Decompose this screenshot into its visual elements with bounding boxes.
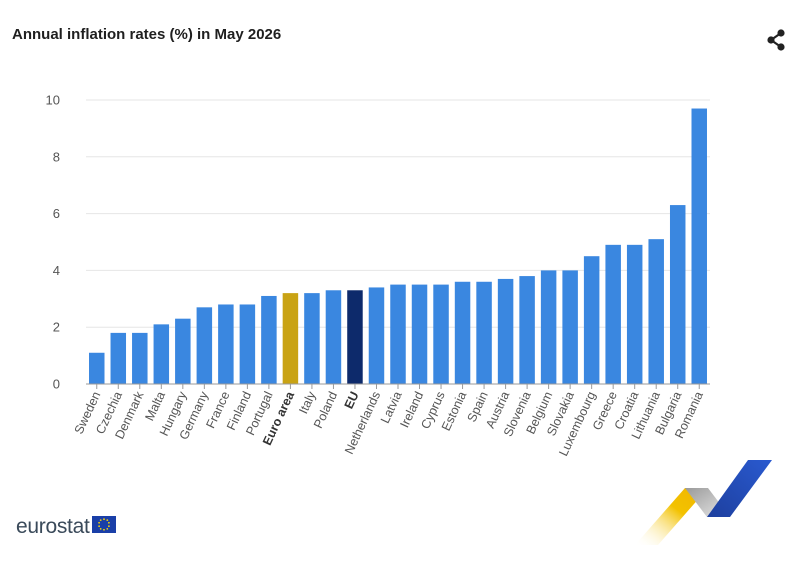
bar-croatia[interactable] [626,244,643,384]
x-tick-label-italy: Italy [296,389,319,416]
bar-euro-area[interactable] [282,293,299,384]
bar-france[interactable] [218,304,234,384]
y-tick-label: 2 [53,320,60,335]
y-tick-label: 6 [53,206,60,221]
share-icon[interactable] [763,27,789,53]
y-tick-label: 0 [53,377,60,392]
x-axis: SwedenCzechiaDenmarkMaltaHungaryGermanyF… [72,383,710,458]
bar-italy[interactable] [304,293,320,384]
bar-sweden[interactable] [89,352,105,384]
bar-greece[interactable] [605,244,621,384]
y-axis: 0 2 4 6 8 10 [46,93,60,392]
bar-finland[interactable] [239,304,256,384]
x-tick-label-eu: EU [342,389,362,411]
bar-lithuania[interactable] [648,239,664,384]
y-tick-label: 8 [53,149,60,164]
bar-luxembourg[interactable] [583,256,600,384]
bar-poland[interactable] [325,290,342,384]
bar-germany[interactable] [196,307,213,384]
logo-text: eurostat [16,515,90,538]
bar-romania[interactable] [691,108,707,385]
bar-hungary[interactable] [175,318,191,384]
bar-portugal[interactable] [261,295,277,384]
bar-ireland[interactable] [411,284,428,384]
bar-malta[interactable] [153,324,170,384]
bar-belgium[interactable] [540,270,557,384]
y-tick-label: 4 [53,263,60,278]
bar-slovakia[interactable] [562,270,578,384]
bar-austria[interactable] [497,278,514,384]
bar-eu[interactable] [347,290,363,384]
decorative-ribbon-graphic [630,455,780,555]
eurostat-logo: eurostat [16,515,117,539]
bar-slovenia[interactable] [519,276,535,384]
bar-denmark[interactable] [132,332,148,384]
bar-estonia[interactable] [454,281,471,384]
eu-flag-icon [92,515,117,539]
y-tick-label: 10 [46,93,60,108]
bar-cyprus[interactable] [433,284,449,384]
bar-czechia[interactable] [110,332,127,384]
bar-latvia[interactable] [390,284,406,384]
bars [89,108,707,385]
bar-netherlands[interactable] [368,287,385,384]
bar-spain[interactable] [476,281,492,384]
chart-title: Annual inflation rates (%) in May 2026 [12,26,282,43]
bar-bulgaria[interactable] [669,205,686,384]
